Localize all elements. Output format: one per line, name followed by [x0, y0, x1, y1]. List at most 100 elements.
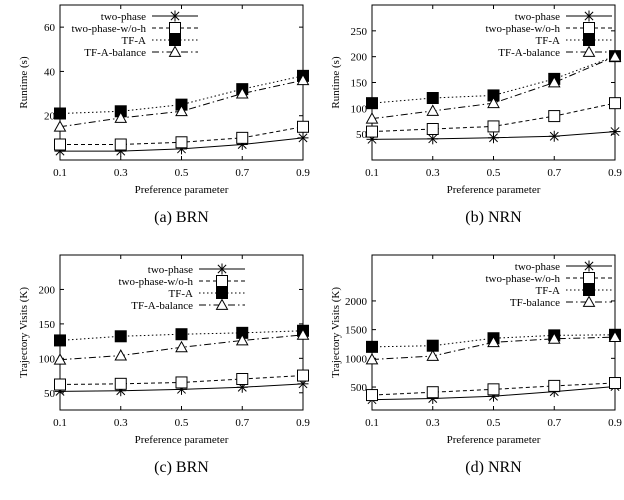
legend-label: TF-A [169, 288, 194, 300]
x-tick-label: 0.5 [175, 417, 189, 429]
x-tick-label: 0.9 [608, 417, 622, 429]
x-tick-label: 0.1 [365, 417, 379, 429]
hollow-square-marker-point [426, 386, 439, 399]
filled-square-marker-legend [169, 34, 181, 46]
series-line [371, 334, 616, 348]
filled-square-marker-point [54, 107, 66, 120]
legend-label: two-phase-w/o-h [71, 23, 146, 35]
y-axis-title: Trajectory Visits (K) [18, 287, 30, 378]
filled-square-marker-point [54, 334, 66, 347]
chart-caption: (c) BRN [154, 459, 209, 476]
x-tick-label: 0.7 [235, 167, 249, 179]
hollow-square-marker-point [297, 120, 309, 133]
y-tick-label: 100 [351, 103, 368, 115]
y-tick-label: 150 [351, 78, 368, 90]
hollow-triangle-marker-point [175, 340, 188, 353]
series-tf-a-balance [365, 50, 622, 124]
y-tick-label: 50 [44, 388, 56, 400]
runtime-brn-chart: 0.1 0.3 0.5 0.7 0.9 20 40 60 Preference paramete… [18, 4, 310, 226]
legend-label: TF-A-balance [131, 300, 193, 312]
series-line [59, 330, 304, 341]
hollow-triangle-marker-point [547, 75, 561, 88]
hollow-triangle-marker-point [53, 120, 67, 132]
x-tick-label: 0.5 [487, 167, 501, 179]
x-axis-title: Preference parameter [447, 434, 541, 446]
hollow-square-marker-point [487, 383, 500, 396]
hollow-triangle-marker-point [175, 104, 188, 117]
hollow-triangle-marker-legend [582, 45, 596, 57]
y-axis-title: Trajectory Visits (K) [330, 287, 342, 378]
hollow-triangle-marker-point [53, 353, 67, 365]
hollow-square-marker-point [548, 110, 561, 123]
hollow-square-marker-legend [169, 22, 181, 34]
chart-caption: (b) NRN [465, 209, 522, 226]
x-tick-label: 0.3 [114, 417, 128, 429]
x-tick-label: 0.1 [365, 167, 379, 179]
legend-label: two-phase [515, 261, 560, 273]
star-marker-legend [169, 10, 181, 22]
x-axis-title: Preference parameter [135, 184, 229, 196]
filled-square-marker-point [426, 92, 439, 104]
hollow-triangle-marker-legend [215, 298, 229, 310]
runtime-nrn-chart: 0.1 0.3 0.5 0.7 0.9 50 100 150 200 250 Preference … [330, 4, 622, 226]
hollow-triangle-marker-point [114, 349, 128, 361]
legend-label: TF-A [122, 35, 147, 47]
x-tick-label: 0.3 [426, 167, 440, 179]
legend-label: two-phase [101, 11, 146, 23]
hollow-triangle-marker-point [235, 333, 249, 346]
y-axis-title: Runtime (s) [18, 56, 30, 109]
series-line [59, 75, 304, 114]
hollow-triangle-marker-point [608, 50, 622, 62]
hollow-triangle-marker-legend [582, 295, 596, 307]
legend-label: TF-balance [510, 297, 560, 309]
y-axis-title: Runtime (s) [330, 56, 342, 109]
star-marker-legend [583, 260, 595, 272]
y-tick-label: 60 [44, 22, 56, 34]
hollow-square-marker-point [366, 125, 378, 138]
legend-label: two-phase-w/o-h [485, 23, 560, 35]
hollow-square-marker-point [54, 378, 66, 391]
hollow-square-marker-point [366, 389, 378, 402]
star-marker-legend [216, 263, 228, 275]
star-marker-point [488, 132, 499, 144]
hollow-square-marker-point [236, 373, 249, 385]
y-tick-label: 1500 [345, 325, 368, 337]
legend-label: two-phase-w/o-h [485, 273, 560, 285]
hollow-triangle-marker-point [426, 104, 440, 116]
hollow-square-marker-point [236, 131, 249, 144]
hollow-square-marker-point [297, 369, 309, 382]
legend-label: TF-A-balance [84, 47, 146, 59]
legend-label: two-phase [148, 264, 193, 276]
hollow-triangle-marker-point [365, 112, 379, 124]
x-tick-label: 0.7 [547, 167, 561, 179]
star-marker-legend [583, 10, 595, 22]
series-tf-balance [365, 330, 622, 365]
y-tick-label: 100 [39, 353, 56, 365]
hollow-square-marker-point [175, 136, 188, 149]
hollow-triangle-marker-point [235, 87, 249, 99]
star-marker-point [297, 132, 309, 144]
hollow-square-marker-point [426, 123, 439, 135]
legend-label: TF-A-balance [498, 47, 560, 59]
filled-square-marker-legend [583, 284, 595, 296]
series-two-phase-w-o-h [54, 120, 309, 151]
x-tick-label: 0.3 [114, 167, 128, 179]
hollow-triangle-marker-point [365, 352, 379, 365]
y-tick-label: 50 [356, 129, 368, 141]
visits-brn-chart: 0.1 0.3 0.5 0.7 0.9 50 100 150 200 Preference par… [18, 254, 310, 476]
series-two-phase [366, 126, 621, 145]
chart-caption: (a) BRN [154, 209, 209, 226]
star-marker-point [427, 133, 439, 145]
filled-square-marker-point [114, 330, 127, 343]
y-tick-label: 40 [44, 66, 56, 78]
hollow-square-marker-legend [583, 22, 595, 34]
hollow-square-marker-point [114, 138, 127, 151]
x-axis-title: Preference parameter [135, 434, 229, 446]
x-tick-label: 0.7 [235, 417, 249, 429]
series-line [371, 336, 616, 360]
hollow-square-marker-point [609, 97, 621, 110]
filled-square-marker-point [175, 328, 188, 341]
